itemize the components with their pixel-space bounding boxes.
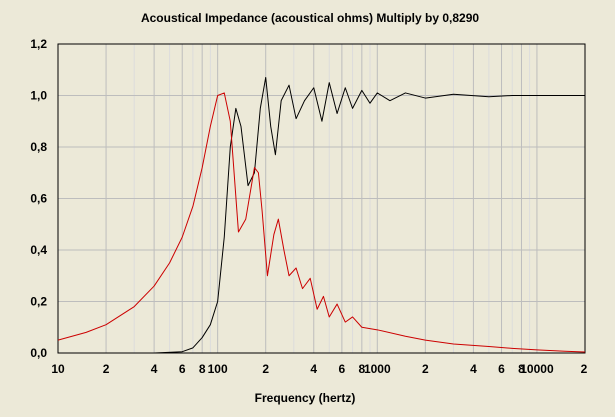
x-tick-label: 6 [179,362,186,376]
x-tick-label: 2 [103,362,110,376]
y-tick-label: 1,0 [30,89,47,103]
series-line-2 [57,92,586,353]
grid-lines [58,44,585,353]
x-tick-label: 2 [422,362,429,376]
y-tick-label: 0,6 [30,192,47,206]
x-tick-label: 100 [208,362,228,376]
y-tick-label: 0,4 [30,243,47,257]
x-tick-label: 4 [310,362,317,376]
x-tick-label: 4 [470,362,477,376]
series-line-1 [58,76,585,354]
y-tick-label: 1,2 [30,37,47,51]
series-layer [57,76,586,354]
plot-frame [57,43,586,354]
x-tick-label: 8 [518,362,525,376]
x-tick-label: 10 [51,362,65,376]
y-tick-label: 0,0 [30,346,47,360]
x-tick-label: 2 [262,362,269,376]
x-axis-label: Frequency (hertz) [255,391,356,405]
x-tick-label: 2 [581,362,588,376]
y-tick-label: 0,2 [30,295,47,309]
y-tick-labels: 0,0 0,2 0,4 0,6 0,8 1,0 1,2 [30,37,47,360]
x-tick-label: 10000 [520,362,554,376]
chart-title: Acoustical Impedance (acoustical ohms) M… [141,11,479,25]
y-tick-label: 0,8 [30,140,47,154]
x-tick-label: 6 [498,362,505,376]
x-tick-label: 8 [358,362,365,376]
x-tick-label: 4 [151,362,158,376]
x-tick-label: 6 [339,362,346,376]
x-tick-label: 1000 [364,362,391,376]
x-tick-label: 8 [199,362,206,376]
